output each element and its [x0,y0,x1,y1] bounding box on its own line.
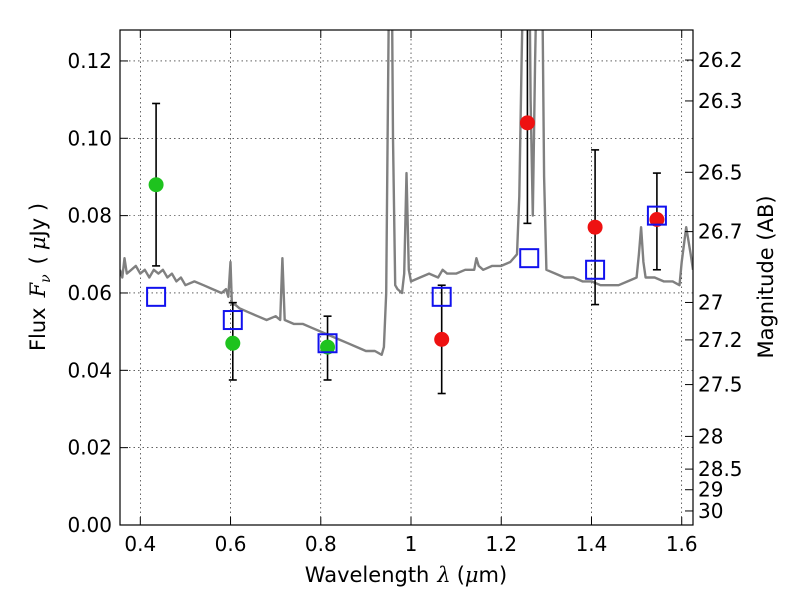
x-tick-label: 1.2 [485,532,517,556]
marker-layer [146,115,667,355]
y-tick-label: 0.10 [67,126,112,150]
model-square [585,259,606,280]
x-tick-label: 1.4 [576,532,608,556]
y2-tick-label: 28 [698,424,723,448]
x-axis-title: Wavelength λ (μm) [305,563,507,587]
y-tick-label: 0.12 [67,49,112,73]
y2-tick-label: 27.2 [698,328,743,352]
grid-layer [120,30,693,526]
model-square [317,333,338,354]
model-square [222,310,243,331]
data-point [434,331,450,347]
y2-tick-label: 26.5 [698,160,743,184]
x-tick-label: 1.6 [666,532,698,556]
y-tick-label: 0.02 [67,436,112,460]
data-point [587,219,603,235]
y-axis-title: FluxFν(μJy ) [26,203,54,351]
x-tick-label: 0.6 [215,532,247,556]
plot-frame [119,29,694,526]
y2-tick-label: 27.5 [698,373,743,397]
y-tick-label: 0.08 [67,204,112,228]
x-tick-label: 0.8 [305,532,337,556]
spectrum-line [120,30,693,356]
x-tick-label: 0.4 [124,532,156,556]
y2-tick-label: 26.3 [698,89,743,113]
model-square [431,286,452,307]
y2-tick-label: 30 [698,499,723,523]
y-tick-label: 0.04 [67,358,112,382]
y-tick-label: 0.00 [67,513,112,537]
y2-axis-title: Magnitude (AB) [754,195,778,358]
x-tick-label: 1 [405,532,418,556]
data-point [225,335,241,351]
y-tick-label: 0.06 [67,281,112,305]
data-point [148,177,164,193]
model-square [519,248,540,269]
data-point [519,115,535,131]
model-square [646,205,667,226]
y2-tick-label: 27 [698,290,723,314]
y2-tick-label: 26.2 [698,48,743,72]
data-point [649,211,665,227]
spectrum-layer [120,30,693,356]
y2-tick-label: 26.7 [698,220,743,244]
y2-tick-label: 28.5 [698,457,743,481]
tick-layer: 0.4 0.6 0.8 1 1.2 1.4 1.6 0.00 0.02 0.04 0.06 0.08 0… [67,30,743,556]
model-square [146,286,167,307]
data-point [320,339,336,355]
y2-tick-label: 29 [698,478,723,502]
